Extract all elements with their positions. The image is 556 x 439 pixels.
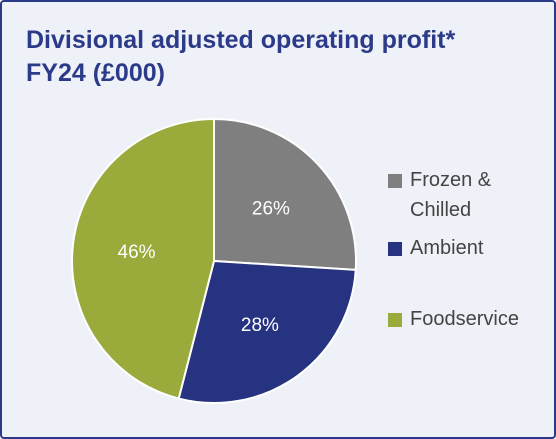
legend-item-frozen-chilled: Frozen & Chilled bbox=[388, 165, 491, 225]
legend-item-foodservice: Foodservice bbox=[388, 304, 519, 334]
legend-swatch-ambient bbox=[388, 242, 402, 256]
legend-swatch-frozen-chilled bbox=[388, 174, 402, 188]
pie-label-frozen-chilled: 26% bbox=[252, 199, 290, 220]
chart-title: Divisional adjusted operating profit* FY… bbox=[26, 24, 455, 90]
legend-item-ambient: Ambient bbox=[388, 233, 483, 263]
chart-title-line2: FY24 (£000) bbox=[26, 59, 165, 87]
pie-slice-labels: 26% 28% 46% bbox=[118, 199, 291, 337]
pie-slices bbox=[71, 117, 357, 404]
pie-label-ambient: 28% bbox=[241, 315, 279, 336]
pie-slice-foodservice bbox=[71, 117, 215, 400]
pie-label-foodservice: 46% bbox=[118, 242, 156, 263]
legend-label-frozen-chilled: Frozen & Chilled bbox=[410, 169, 492, 221]
pie-slice-frozen-chilled bbox=[213, 117, 357, 271]
legend-label-ambient: Ambient bbox=[410, 237, 484, 259]
legend-swatch-foodservice bbox=[388, 313, 402, 327]
pie-slice-ambient bbox=[177, 259, 357, 404]
legend-label-foodservice: Foodservice bbox=[410, 308, 519, 330]
chart-title-line1: Divisional adjusted operating profit* bbox=[26, 26, 456, 54]
